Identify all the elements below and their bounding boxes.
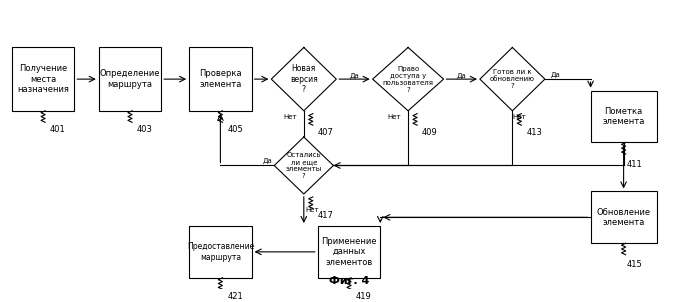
Text: Да: Да (456, 72, 466, 79)
FancyBboxPatch shape (318, 226, 380, 278)
Text: Нет: Нет (512, 114, 526, 120)
Text: Нет: Нет (305, 207, 319, 213)
Text: Право
доступа у
пользователя
?: Право доступа у пользователя ? (383, 66, 433, 93)
FancyBboxPatch shape (98, 47, 161, 111)
Text: 411: 411 (627, 160, 643, 169)
Text: Остались
ли еще
элементы
?: Остались ли еще элементы ? (285, 152, 322, 179)
Text: Получение
места
назначения: Получение места назначения (17, 64, 69, 94)
Text: Да: Да (551, 72, 560, 78)
Text: 405: 405 (228, 125, 243, 134)
Text: Обновление
элемента: Обновление элемента (597, 207, 651, 227)
Polygon shape (373, 47, 443, 111)
Polygon shape (272, 47, 336, 111)
Polygon shape (274, 137, 334, 194)
Text: 413: 413 (526, 128, 542, 137)
Text: 409: 409 (422, 128, 438, 137)
Text: Да: Да (350, 72, 359, 79)
Text: Проверка
элемента: Проверка элемента (199, 69, 242, 89)
Text: 401: 401 (50, 125, 66, 134)
FancyBboxPatch shape (591, 91, 657, 143)
Text: 421: 421 (228, 292, 243, 301)
FancyBboxPatch shape (591, 191, 657, 243)
FancyBboxPatch shape (189, 47, 252, 111)
Text: Нет: Нет (387, 114, 401, 120)
Text: 403: 403 (137, 125, 153, 134)
Text: Готов ли к
обновлению
?: Готов ли к обновлению ? (490, 69, 535, 89)
Text: Да: Да (262, 158, 272, 164)
Text: Применение
данных
элементов: Применение данных элементов (321, 237, 377, 267)
Text: 407: 407 (318, 128, 334, 137)
FancyBboxPatch shape (12, 47, 75, 111)
Text: 415: 415 (627, 261, 643, 269)
Text: Фиг. 4: Фиг. 4 (329, 276, 369, 286)
Text: 419: 419 (356, 292, 372, 301)
Text: Предоставление
маршрута: Предоставление маршрута (187, 242, 254, 262)
Polygon shape (480, 47, 545, 111)
Text: Пометка
элемента: Пометка элемента (602, 107, 645, 126)
Text: Определение
маршрута: Определение маршрута (100, 69, 161, 89)
FancyBboxPatch shape (189, 226, 252, 278)
Text: Нет: Нет (283, 114, 297, 120)
Text: 417: 417 (318, 211, 334, 220)
Text: Новая
версия
?: Новая версия ? (290, 64, 318, 94)
